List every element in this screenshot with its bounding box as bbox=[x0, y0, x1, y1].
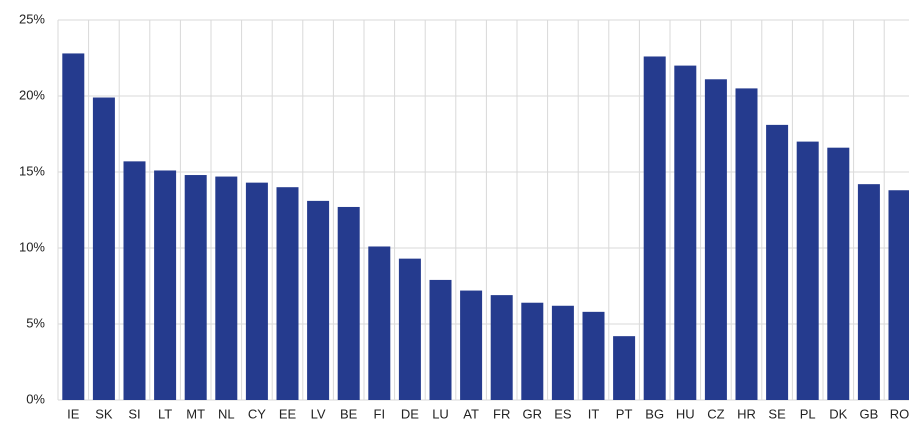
bar bbox=[643, 56, 666, 400]
x-tick-label: EE bbox=[279, 406, 297, 421]
y-tick-label: 25% bbox=[19, 11, 45, 26]
bar bbox=[123, 161, 146, 400]
x-tick-label: IT bbox=[588, 406, 600, 421]
x-tick-label: HU bbox=[676, 406, 695, 421]
bar bbox=[735, 88, 758, 401]
x-tick-label: HR bbox=[737, 406, 756, 421]
bar bbox=[796, 141, 819, 400]
bar bbox=[674, 65, 697, 400]
bar bbox=[92, 97, 115, 401]
x-tick-label: GB bbox=[860, 406, 879, 421]
y-tick-label: 0% bbox=[26, 391, 45, 406]
x-tick-label: CY bbox=[248, 406, 266, 421]
y-tick-label: 15% bbox=[19, 163, 45, 178]
bar bbox=[888, 190, 909, 400]
x-tick-label: ES bbox=[554, 406, 572, 421]
x-tick-label: SK bbox=[95, 406, 113, 421]
x-tick-label: SE bbox=[768, 406, 786, 421]
bar bbox=[827, 147, 850, 400]
x-tick-label: LU bbox=[432, 406, 449, 421]
x-tick-label: LT bbox=[158, 406, 172, 421]
x-tick-label: BE bbox=[340, 406, 358, 421]
x-tick-label: MT bbox=[186, 406, 205, 421]
bar bbox=[215, 176, 238, 400]
bar bbox=[184, 175, 207, 400]
bar bbox=[613, 336, 636, 400]
x-tick-label: FR bbox=[493, 406, 510, 421]
bar bbox=[551, 305, 574, 400]
x-tick-label: BG bbox=[645, 406, 664, 421]
bar bbox=[460, 290, 483, 400]
bar bbox=[582, 311, 605, 400]
x-tick-label: AT bbox=[463, 406, 479, 421]
bar bbox=[368, 246, 391, 400]
x-tick-label: RO bbox=[890, 406, 909, 421]
bar bbox=[337, 206, 360, 400]
x-tick-label: SI bbox=[128, 406, 140, 421]
bar bbox=[704, 79, 727, 400]
bar bbox=[766, 124, 789, 400]
bar bbox=[62, 53, 85, 400]
bar bbox=[429, 279, 452, 400]
x-tick-label: PL bbox=[800, 406, 816, 421]
y-tick-label: 5% bbox=[26, 315, 45, 330]
bar bbox=[521, 302, 544, 400]
x-tick-label: PT bbox=[616, 406, 633, 421]
x-tick-label: DE bbox=[401, 406, 419, 421]
bar bbox=[490, 295, 513, 400]
x-tick-label: FI bbox=[374, 406, 386, 421]
x-tick-label: NL bbox=[218, 406, 235, 421]
x-tick-label: IE bbox=[67, 406, 80, 421]
y-tick-label: 20% bbox=[19, 87, 45, 102]
y-tick-label: 10% bbox=[19, 239, 45, 254]
x-tick-label: GR bbox=[523, 406, 543, 421]
x-tick-label: LV bbox=[311, 406, 326, 421]
bar bbox=[276, 187, 299, 400]
x-tick-label: CZ bbox=[707, 406, 724, 421]
bar bbox=[245, 182, 268, 400]
bar bbox=[154, 170, 177, 400]
bar bbox=[857, 184, 880, 400]
bar bbox=[398, 258, 421, 400]
x-tick-label: DK bbox=[829, 406, 847, 421]
bar bbox=[307, 200, 330, 400]
